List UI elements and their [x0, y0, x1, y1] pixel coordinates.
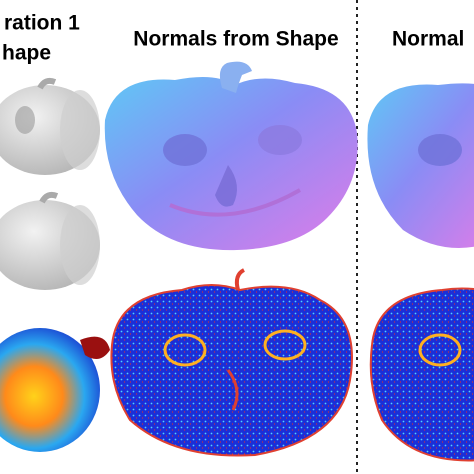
heatmap-shape	[0, 328, 110, 452]
column-title: hape	[2, 42, 51, 65]
error-map	[110, 268, 353, 457]
column-title: ration 1	[4, 12, 80, 35]
normal-map	[367, 83, 474, 248]
gray-shape	[0, 191, 100, 290]
column-title: Normal	[392, 28, 464, 51]
normal-map	[104, 61, 358, 251]
error-map	[369, 287, 474, 462]
gray-shape	[0, 77, 100, 175]
column-title: Normals from Shape	[133, 28, 338, 51]
